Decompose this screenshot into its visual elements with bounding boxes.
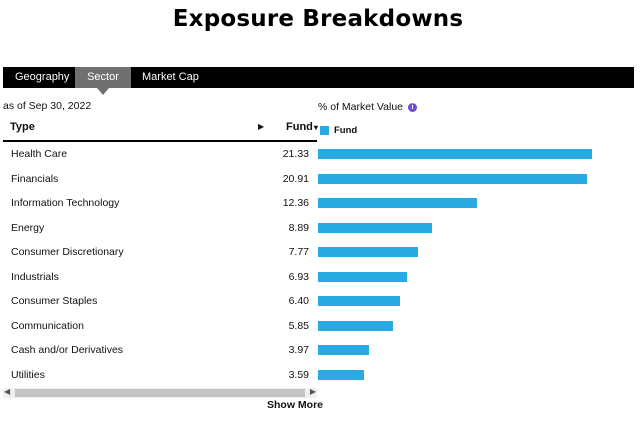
- table-row: Health Care 21.33: [3, 144, 317, 164]
- scroll-left-icon[interactable]: ◀: [4, 387, 11, 396]
- row-label: Communication: [11, 319, 84, 332]
- row-value: 6.93: [288, 270, 309, 283]
- as-of-date: as of Sep 30, 2022: [3, 100, 92, 112]
- row-label: Information Technology: [11, 197, 120, 209]
- row-value: 5.85: [288, 319, 309, 332]
- bar-fund: [318, 345, 369, 355]
- tab-sector[interactable]: Sector: [75, 67, 131, 88]
- row-value: 20.91: [282, 172, 309, 185]
- row-value: 6.40: [288, 295, 309, 307]
- bar-fund: [318, 320, 394, 331]
- table-row: Communication 5.85: [3, 316, 317, 336]
- scroll-right-icon[interactable]: ▶: [309, 387, 316, 396]
- column-header-fund[interactable]: Fund▾: [286, 121, 318, 133]
- row-label: Utilities: [11, 368, 45, 381]
- row-label: Consumer Staples: [11, 295, 98, 307]
- bar-fund: [318, 247, 418, 257]
- row-label: Energy: [11, 221, 45, 234]
- table-row: Consumer Discretionary 7.77: [3, 242, 317, 262]
- tab-geography[interactable]: Geography: [15, 71, 70, 83]
- bar-fund: [318, 296, 401, 306]
- table-row: Cash and/or Derivatives 3.97: [3, 340, 317, 360]
- column-header-type: Type: [10, 121, 35, 133]
- info-icon[interactable]: i: [408, 102, 418, 112]
- table-row: Information Technology 12.36: [3, 193, 317, 213]
- show-more-link[interactable]: Show More: [267, 399, 324, 411]
- row-value: 21.33: [282, 148, 309, 160]
- row-value: 8.89: [288, 221, 309, 234]
- row-label: Consumer Discretionary: [11, 246, 124, 258]
- row-value: 3.59: [288, 368, 309, 381]
- row-value: 3.97: [288, 344, 309, 356]
- table-row: Financials 20.91: [3, 169, 317, 189]
- row-label: Industrials: [11, 270, 59, 283]
- legend-swatch: [320, 126, 329, 135]
- active-tab-pointer: [97, 88, 109, 95]
- bar-fund: [318, 149, 592, 159]
- table-row: Industrials 6.93: [3, 267, 317, 287]
- row-value: 12.36: [282, 197, 309, 209]
- percent-market-value-text: % of Market Value: [318, 101, 404, 113]
- scrollbar-thumb[interactable]: [15, 389, 305, 397]
- row-label: Financials: [11, 172, 59, 185]
- row-label: Cash and/or Derivatives: [11, 344, 124, 356]
- row-label: Health Care: [11, 148, 68, 160]
- bar-fund: [318, 271, 408, 282]
- bar-fund: [318, 222, 433, 233]
- table-row: Consumer Staples 6.40: [3, 291, 317, 311]
- expand-arrow-icon[interactable]: ▶: [258, 122, 265, 131]
- tab-market-cap[interactable]: Market Cap: [142, 71, 199, 83]
- tab-bar: Geography Sector Market Cap: [3, 67, 634, 88]
- bar-fund: [318, 198, 477, 208]
- bar-fund: [318, 173, 587, 184]
- sort-caret-icon: ▾: [313, 123, 318, 132]
- chart-legend: Fund: [320, 125, 357, 136]
- row-value: 7.77: [288, 246, 309, 258]
- table-row: Utilities 3.59: [3, 365, 317, 385]
- column-header-fund-label: Fund: [286, 121, 313, 133]
- horizontal-scrollbar[interactable]: ◀ ▶: [3, 387, 317, 398]
- percent-market-value-label: % of Market Value i: [318, 101, 418, 113]
- legend-label-fund: Fund: [334, 125, 358, 136]
- header-divider: [3, 140, 317, 142]
- table-row: Energy 8.89: [3, 218, 317, 238]
- page-title: Exposure Breakdowns: [172, 6, 464, 32]
- bar-fund: [318, 369, 365, 380]
